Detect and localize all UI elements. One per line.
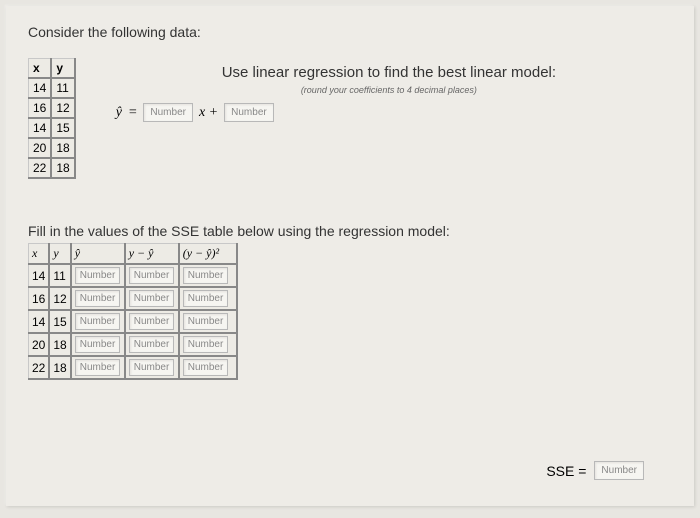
resid-input[interactable]: Number (129, 336, 175, 353)
table-row: 14 15 Number Number Number (29, 310, 237, 333)
table-row: 1612 (29, 98, 75, 118)
resid-sq-input[interactable]: Number (183, 313, 229, 330)
resid-sq-input[interactable]: Number (183, 336, 229, 353)
resid-input[interactable]: Number (129, 267, 175, 284)
sse-col-resid: y − ŷ (125, 244, 179, 265)
resid-sq-input[interactable]: Number (183, 359, 229, 376)
yhat-input[interactable]: Number (75, 267, 121, 284)
sse-col-x: x (29, 244, 50, 265)
yhat-input[interactable]: Number (75, 336, 121, 353)
xy-data-table: x y 1411 1612 1415 2018 2218 (28, 58, 76, 179)
regression-block: Use linear regression to find the best l… (106, 58, 672, 122)
resid-input[interactable]: Number (129, 313, 175, 330)
sse-col-yhat: ŷ (71, 244, 125, 265)
yhat-input[interactable]: Number (75, 313, 121, 330)
top-row: x y 1411 1612 1415 2018 2218 Use linear … (28, 58, 672, 179)
table-row: x y ŷ y − ŷ (y − ŷ)² (29, 244, 237, 265)
table-row: x y (29, 59, 75, 79)
resid-sq-input[interactable]: Number (183, 290, 229, 307)
table-row: 16 12 Number Number Number (29, 287, 237, 310)
prompt-text: Consider the following data: (28, 24, 672, 40)
table-row: 2018 (29, 138, 75, 158)
sse-result-line: SSE = Number (546, 461, 644, 480)
table-row: 22 18 Number Number Number (29, 356, 237, 379)
yhat-symbol: ŷ (116, 105, 122, 121)
resid-sq-input[interactable]: Number (183, 267, 229, 284)
table-row: 2218 (29, 158, 75, 178)
sse-col-resid-sq: (y − ŷ)² (179, 244, 237, 265)
sse-label: SSE = (546, 463, 586, 479)
resid-input[interactable]: Number (129, 359, 175, 376)
regression-subtitle: (round your coefficients to 4 decimal pl… (106, 85, 672, 95)
intercept-input[interactable]: Number (224, 103, 274, 122)
worksheet-panel: Consider the following data: x y 1411 16… (6, 6, 694, 506)
sse-col-y: y (49, 244, 70, 265)
slope-input[interactable]: Number (143, 103, 193, 122)
yhat-input[interactable]: Number (75, 290, 121, 307)
table-row: 20 18 Number Number Number (29, 333, 237, 356)
regression-title: Use linear regression to find the best l… (106, 64, 672, 81)
regression-equation: ŷ = Number x + Number (116, 103, 672, 122)
table-row: 1415 (29, 118, 75, 138)
yhat-input[interactable]: Number (75, 359, 121, 376)
sse-prompt: Fill in the values of the SSE table belo… (28, 223, 672, 239)
sse-input[interactable]: Number (594, 461, 644, 480)
x-plus: x + (199, 105, 218, 121)
sse-table: x y ŷ y − ŷ (y − ŷ)² 14 11 Number Number… (28, 243, 238, 380)
col-y-header: y (51, 59, 74, 79)
equals-symbol: = (128, 105, 137, 121)
col-x-header: x (29, 59, 52, 79)
table-row: 1411 (29, 78, 75, 98)
table-row: 14 11 Number Number Number (29, 264, 237, 287)
resid-input[interactable]: Number (129, 290, 175, 307)
